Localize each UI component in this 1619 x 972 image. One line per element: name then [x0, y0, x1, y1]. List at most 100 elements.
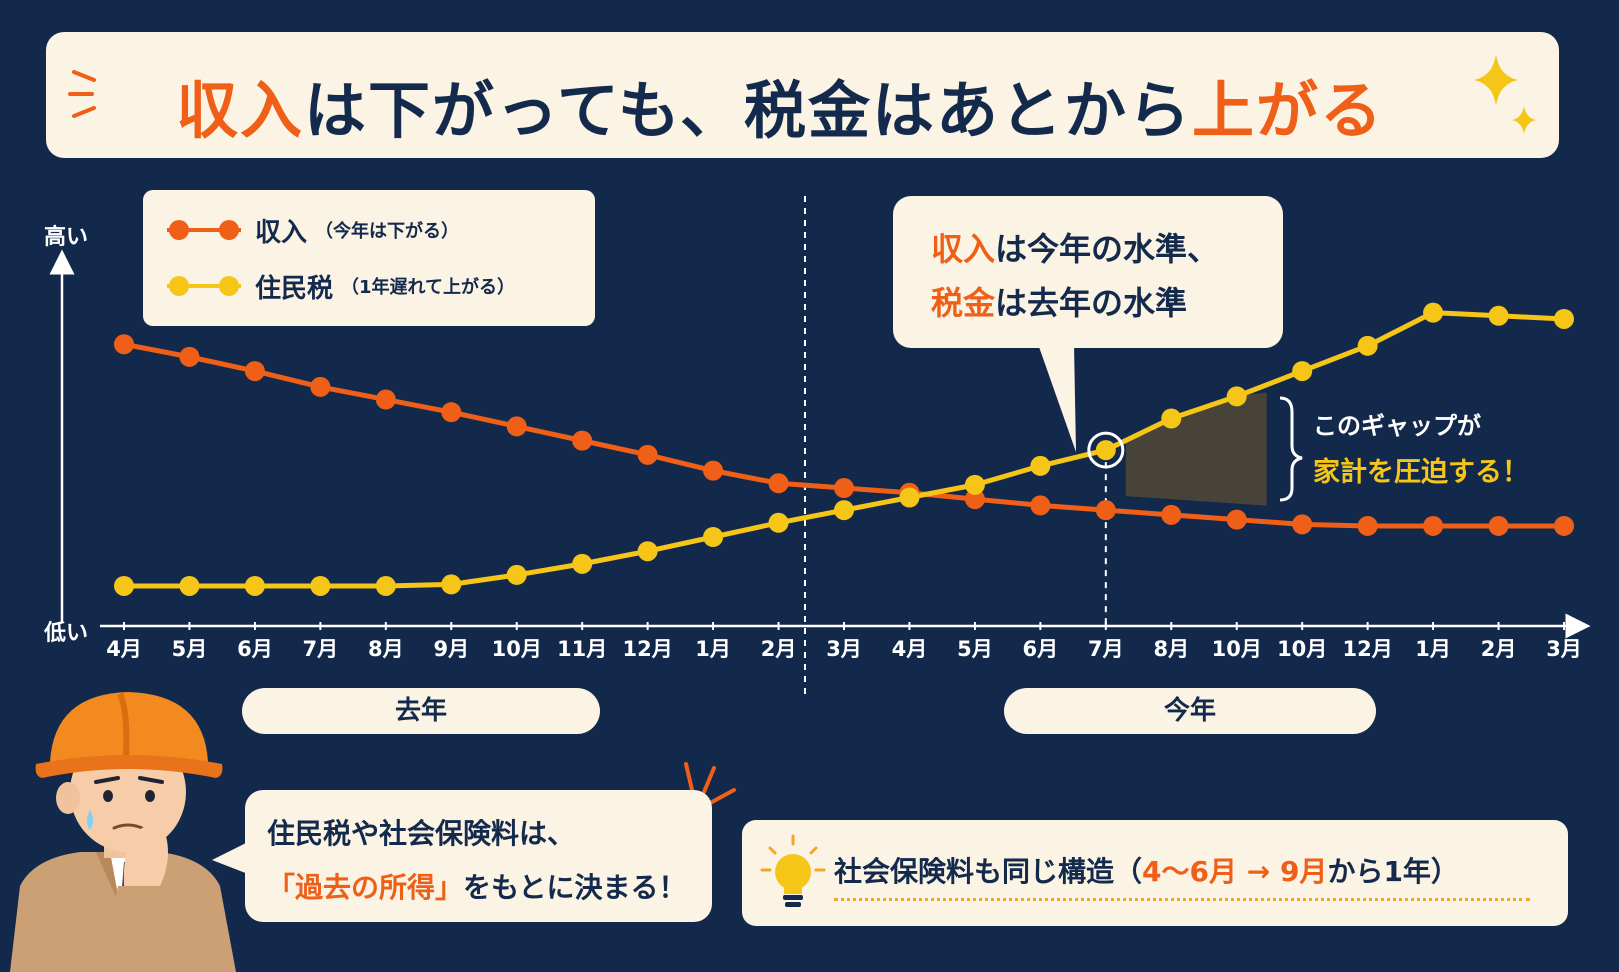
x-tick-label-3: 7月: [303, 637, 339, 661]
point-s1-18: [1292, 361, 1313, 382]
speech-highlight: 「過去の所得」: [267, 871, 464, 904]
point-s1-10: [768, 512, 789, 533]
x-tick-label-1: 5月: [172, 637, 208, 661]
x-tick-label-13: 5月: [957, 637, 993, 661]
x-tick-label-6: 10月: [492, 637, 542, 661]
point-s1-17: [1226, 386, 1247, 407]
speech-line-2-rest: をもとに決まる！: [463, 871, 687, 904]
point-s1-5: [441, 574, 462, 595]
page-title: 収入は下がっても、税金はあとから上がる: [176, 60, 1384, 150]
x-tick-label-0: 4月: [106, 637, 142, 661]
legend-item-tax: 住民税 （1年遅れて上がる）: [167, 266, 515, 306]
point-s0-15: [1095, 500, 1116, 521]
x-tick-label-19: 12月: [1343, 637, 1393, 661]
legend-tax-note: （1年遅れて上がる）: [341, 277, 515, 298]
speech-bubble-tail: [212, 842, 248, 874]
point-s0-17: [1226, 509, 1247, 530]
point-s1-4: [375, 575, 396, 596]
title-highlight-rise: 上がる: [1191, 74, 1384, 147]
note-highlight-2: 9月: [1279, 855, 1328, 888]
point-s1-12: [899, 487, 920, 508]
x-tick-label-17: 10月: [1212, 637, 1262, 661]
callout-tax: 税金: [931, 284, 996, 322]
legend-item-income: 収入 （今年は下がる）: [167, 210, 459, 250]
legend-income-label: 収入: [255, 217, 308, 248]
year-label-this: 今年: [1004, 688, 1376, 734]
gap-note-line-2: 家計を圧迫する！: [1313, 457, 1529, 488]
note-arrow: →: [1236, 855, 1280, 888]
callout-bubble: 収入は今年の水準、 税金は去年の水準: [893, 196, 1283, 348]
x-tick-label-18: 10月: [1277, 637, 1327, 661]
point-s0-2: [244, 361, 265, 382]
x-tick-label-14: 6月: [1023, 637, 1059, 661]
point-s1-3: [310, 575, 331, 596]
point-s1-14: [1030, 455, 1051, 476]
point-s0-16: [1161, 504, 1182, 525]
speech-line-2: 「過去の所得」をもとに決まる！: [267, 866, 686, 906]
point-s1-11: [834, 500, 854, 521]
x-tick-label-5: 9月: [433, 637, 469, 661]
point-s0-13: [964, 489, 985, 510]
title-panel: 収入は下がっても、税金はあとから上がる: [46, 32, 1559, 158]
legend-income-marker: [167, 218, 241, 242]
gap-shading: [1125, 392, 1267, 506]
x-tick-label-21: 2月: [1481, 637, 1517, 661]
gap-note-line-1: このギャップが: [1313, 412, 1481, 440]
point-s0-19: [1357, 515, 1378, 536]
x-tick-label-9: 1月: [695, 637, 731, 661]
note-text-1: 社会保険料も同じ構造（: [834, 855, 1143, 888]
callout-line-2: 税金は去年の水準: [931, 278, 1187, 324]
point-s1-22: [1554, 308, 1574, 329]
point-s1-15: [1095, 440, 1116, 461]
callout-pointer: [1038, 344, 1076, 452]
year-label-last: 去年: [242, 688, 600, 734]
point-s0-18: [1292, 514, 1313, 535]
point-s0-0: [114, 334, 134, 355]
speech-line-1: 住民税や社会保険料は、: [267, 817, 576, 850]
point-s1-21: [1488, 305, 1509, 326]
point-s1-0: [114, 575, 134, 596]
point-s0-10: [768, 473, 789, 494]
x-tick-label-22: 3月: [1546, 637, 1582, 661]
point-s1-9: [703, 527, 724, 547]
point-s1-19: [1357, 335, 1378, 356]
point-s0-8: [637, 444, 658, 465]
x-tick-label-8: 12月: [623, 637, 673, 661]
x-tick-label-12: 4月: [892, 637, 928, 661]
point-s1-6: [506, 564, 527, 585]
y-axis-high-label: 高い: [44, 224, 88, 250]
x-tick-label-20: 1月: [1415, 637, 1451, 661]
legend-tax-label: 住民税: [255, 273, 334, 304]
point-s0-22: [1554, 515, 1574, 536]
sparkle-icon: [1474, 54, 1536, 134]
note-highlight-1: 4～6月: [1142, 855, 1237, 888]
legend-income-note: （今年は下がる）: [315, 221, 460, 242]
x-tick-label-11: 3月: [826, 637, 862, 661]
point-s0-20: [1423, 515, 1444, 536]
point-s1-8: [637, 541, 658, 562]
callout-income: 収入: [931, 230, 996, 268]
point-s0-1: [179, 346, 200, 367]
chart-legend: 収入 （今年は下がる） 住民税 （1年遅れて上がる）: [143, 190, 595, 326]
surprise-lines-icon: [684, 762, 736, 804]
legend-tax-marker: [167, 274, 241, 298]
emphasis-lines-icon: [68, 70, 96, 118]
title-highlight-income: 収入: [176, 74, 305, 147]
callout-line-1-rest: は今年の水準、: [995, 230, 1220, 268]
x-tick-label-16: 8月: [1153, 637, 1189, 661]
point-s1-20: [1423, 302, 1444, 323]
note-underline: [834, 898, 1530, 901]
point-s1-2: [244, 575, 265, 596]
x-tick-label-4: 8月: [368, 637, 404, 661]
point-s1-16: [1161, 408, 1182, 429]
lightbulb-icon: [760, 834, 826, 907]
callout-line-2-rest: は去年の水準: [995, 284, 1188, 322]
point-s0-9: [703, 460, 724, 481]
point-s0-14: [1030, 495, 1051, 516]
note-text-2: から1年）: [1327, 855, 1459, 888]
social-insurance-note: 社会保険料も同じ構造（4～6月 → 9月から1年）: [742, 820, 1568, 926]
worried-worker-illustration: [10, 692, 236, 972]
highlight-ring: [1087, 431, 1125, 469]
x-tick-label-15: 7月: [1088, 637, 1124, 661]
